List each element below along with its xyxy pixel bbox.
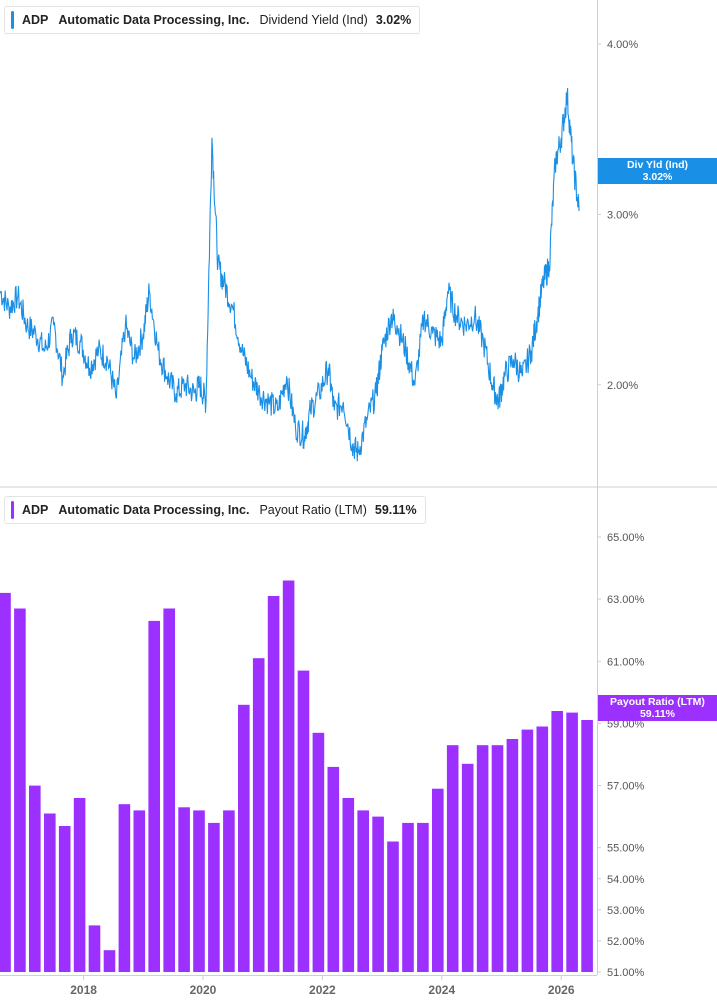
bottom-legend-company: Automatic Data Processing, Inc. <box>58 503 250 517</box>
payout-bar <box>461 763 474 972</box>
payout-bar <box>372 816 384 972</box>
payout-bar <box>402 822 414 972</box>
bottom-legend-value: 59.11% <box>374 503 417 517</box>
payout-bar <box>357 810 369 972</box>
payout-bar <box>297 670 310 972</box>
top-y-tick-label: 4.00% <box>607 39 638 51</box>
payout-value-tag: Payout Ratio (LTM) 59.11% <box>598 695 717 721</box>
payout-bar <box>29 785 41 972</box>
payout-bar <box>208 822 220 972</box>
payout-ratio-panel: 51.00% 52.00% 53.00% 54.00% 55.00% 57.00% 59.0… <box>0 532 645 979</box>
bottom-y-tick-label: 65.00% <box>607 532 645 544</box>
payout-bar <box>44 813 56 972</box>
payout-bar <box>88 925 101 972</box>
payout-bar <box>223 810 235 972</box>
payout-bar <box>506 739 519 972</box>
dividend-yield-line <box>0 87 580 462</box>
payout-bar <box>476 745 489 972</box>
top-legend-metric: Dividend Yield (Ind) <box>259 13 368 27</box>
payout-bar <box>327 766 340 972</box>
top-legend-company: Automatic Data Processing, Inc. <box>58 13 250 27</box>
top-legend-value: 3.02% <box>375 13 412 27</box>
yield-tag-value: 3.02% <box>642 171 673 183</box>
payout-bar <box>491 745 504 972</box>
bottom-y-tick-label: 52.00% <box>607 936 645 948</box>
x-axis: 2018 2020 2022 2024 2026 <box>0 975 597 997</box>
bottom-y-tick-label: 63.00% <box>607 594 645 606</box>
x-tick-label: 2020 <box>190 983 217 997</box>
payout-swatch <box>11 501 14 519</box>
bottom-y-axis: 51.00% 52.00% 53.00% 54.00% 55.00% 57.00% 59.0… <box>597 532 645 979</box>
top-legend: ADP Automatic Data Processing, Inc. Divi… <box>4 6 421 34</box>
payout-bar <box>252 658 265 972</box>
top-legend-ticker: ADP <box>22 13 49 27</box>
bottom-legend-ticker: ADP <box>22 503 49 517</box>
payout-bar <box>73 798 86 972</box>
payout-bar <box>551 711 563 972</box>
payout-bar <box>282 580 295 972</box>
x-tick-label: 2022 <box>309 983 336 997</box>
bottom-y-tick-label: 54.00% <box>607 874 645 886</box>
top-y-tick-label: 3.00% <box>607 209 638 221</box>
bottom-y-tick-label: 55.00% <box>607 843 645 855</box>
yield-swatch <box>11 11 14 29</box>
payout-bar <box>312 732 325 973</box>
payout-bar <box>417 822 429 972</box>
x-tick-label: 2026 <box>548 983 575 997</box>
payout-bar <box>193 810 205 972</box>
bottom-y-tick-label: 57.00% <box>607 781 645 793</box>
payout-bars <box>0 580 593 973</box>
top-y-tick-label: 2.00% <box>607 380 638 392</box>
bottom-legend-metric: Payout Ratio (LTM) <box>259 503 367 517</box>
payout-bar <box>387 841 399 972</box>
payout-bar <box>0 592 11 972</box>
payout-bar <box>14 608 26 972</box>
bottom-legend: ADP Automatic Data Processing, Inc. Payo… <box>4 496 426 524</box>
dividend-yield-panel: 2.00% 3.00% 4.00% <box>0 39 638 462</box>
payout-bar <box>521 729 534 972</box>
x-tick-label: 2024 <box>428 983 455 997</box>
payout-bar <box>178 807 190 972</box>
payout-bar <box>432 788 444 972</box>
payout-bar <box>238 704 250 972</box>
payout-bar <box>342 798 355 972</box>
yield-tag-label: Div Yld (Ind) <box>626 159 689 171</box>
bottom-y-tick-label: 61.00% <box>607 656 645 668</box>
payout-bar <box>446 745 459 972</box>
payout-tag-label: Payout Ratio (LTM) <box>610 696 705 708</box>
payout-tag-value: 59.11% <box>639 708 676 720</box>
yield-value-tag: Div Yld (Ind) 3.02% <box>598 158 717 184</box>
x-tick-label: 2018 <box>70 983 97 997</box>
payout-bar <box>118 804 131 972</box>
payout-bar <box>58 826 71 972</box>
bottom-y-tick-label: 53.00% <box>607 905 645 917</box>
payout-bar <box>133 810 146 972</box>
bottom-y-tick-label: 59.00% <box>607 718 645 730</box>
top-y-axis: 2.00% 3.00% 4.00% <box>597 39 638 392</box>
payout-bar <box>566 712 578 972</box>
payout-bar <box>581 720 593 972</box>
payout-bar <box>148 620 160 972</box>
bottom-y-tick-label: 51.00% <box>607 967 645 979</box>
payout-bar <box>103 950 116 972</box>
payout-bar <box>267 596 280 972</box>
payout-bar <box>536 726 549 972</box>
payout-bar <box>163 608 175 972</box>
